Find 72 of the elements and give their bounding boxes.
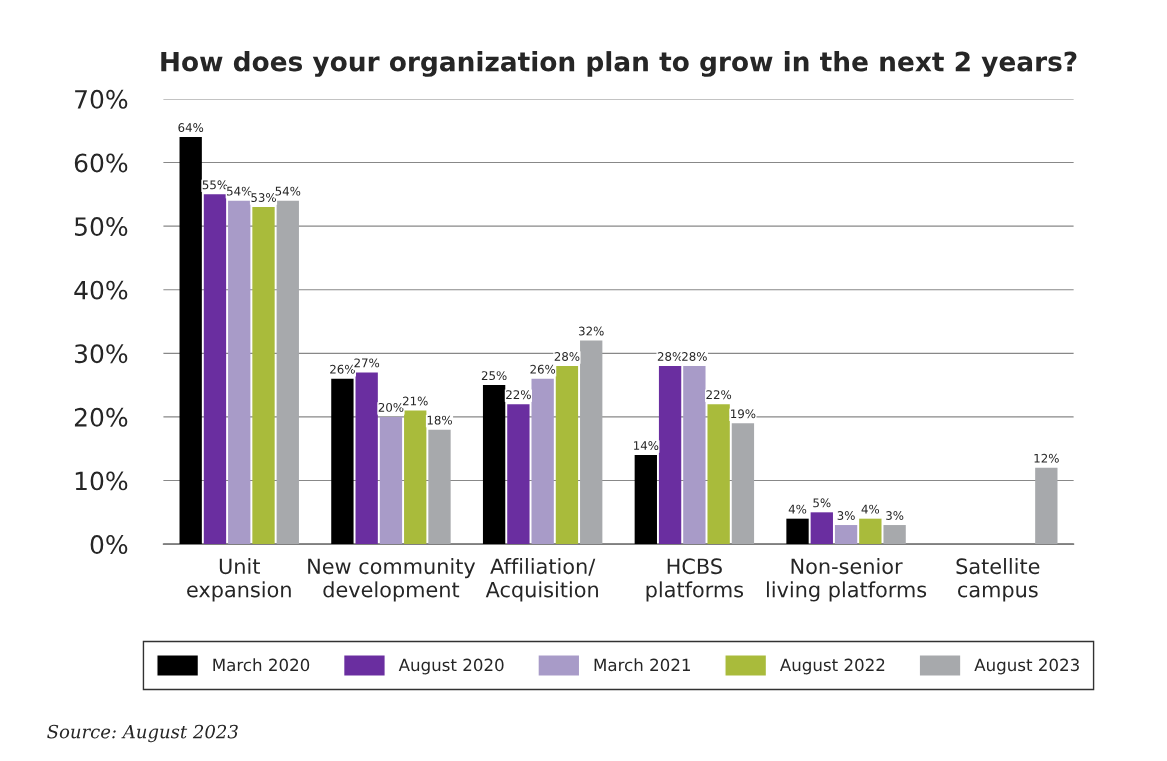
data-label: 54%	[227, 186, 252, 196]
y-tick-label: 0%	[90, 535, 128, 554]
chart-title: How does your organization plan to grow in the next 2 years?	[161, 51, 1077, 77]
x-tick-label: Affiliation/ Acquisition	[485, 558, 598, 602]
bar	[731, 423, 755, 545]
bar	[276, 200, 299, 545]
bar	[707, 404, 730, 545]
data-label: 32%	[578, 326, 604, 336]
source-note: Source: August 2023	[47, 724, 238, 743]
bar	[379, 416, 403, 545]
bar	[331, 378, 354, 545]
data-label: 22%	[506, 390, 531, 400]
x-tick-label: Unit expansion	[187, 558, 291, 602]
bar	[228, 200, 251, 545]
bar	[531, 378, 554, 545]
x-tick-label: HCBS platforms	[646, 558, 744, 602]
bar	[859, 518, 882, 545]
data-label: 12%	[1034, 453, 1059, 463]
bar	[355, 372, 378, 545]
data-label: 18%	[427, 415, 452, 425]
bar	[404, 410, 427, 545]
data-label: 21%	[402, 396, 428, 406]
bar	[252, 207, 275, 545]
legend-label: March 2021	[594, 658, 690, 672]
data-label: 5%	[813, 498, 831, 508]
data-label: 26%	[330, 364, 355, 374]
data-label: 64%	[178, 123, 204, 133]
data-label: 28%	[554, 352, 580, 361]
x-tick-label: Non-senior living platforms	[766, 558, 927, 602]
data-label: 22%	[706, 390, 732, 400]
data-label: 28%	[682, 352, 707, 361]
y-tick-label: 30%	[75, 344, 128, 364]
x-tick-label: New community development	[308, 558, 476, 602]
data-label: 4%	[788, 504, 807, 514]
bar	[810, 512, 833, 545]
bar	[834, 525, 858, 545]
data-label: 55%	[202, 180, 228, 190]
legend-label: August 2023	[974, 658, 1079, 675]
bar	[482, 385, 506, 545]
y-tick-label: 10%	[75, 471, 128, 491]
x-tick-label: Satellite campus	[956, 558, 1040, 602]
data-label: 14%	[633, 441, 659, 451]
data-label: 27%	[354, 358, 380, 368]
y-tick-label: 40%	[74, 280, 128, 300]
data-label: 19%	[731, 409, 756, 419]
data-label: 20%	[378, 402, 404, 412]
data-label: 54%	[275, 186, 301, 196]
data-label: 53%	[251, 193, 276, 202]
legend-label: August 2022	[779, 658, 885, 675]
bar	[1035, 467, 1058, 545]
bar	[786, 518, 809, 545]
y-tick-label: 70%	[75, 89, 128, 109]
y-tick-label: 50%	[75, 217, 128, 236]
bar	[428, 429, 451, 545]
y-tick-label: 20%	[74, 407, 128, 427]
bar	[179, 137, 202, 545]
y-tick-label: 60%	[74, 153, 128, 173]
data-label: 26%	[530, 364, 556, 374]
bar	[507, 404, 530, 545]
bar	[634, 455, 657, 545]
bar	[203, 194, 227, 545]
bar	[883, 525, 906, 545]
data-label: 4%	[861, 504, 880, 514]
legend-label: March 2020	[213, 658, 310, 672]
bar	[555, 366, 579, 545]
legend-label: August 2020	[398, 658, 504, 675]
bar	[658, 366, 682, 545]
data-label: 25%	[481, 371, 507, 381]
data-label: 3%	[837, 511, 855, 520]
bar	[683, 366, 706, 545]
bar	[580, 340, 603, 545]
data-label: 3%	[886, 511, 904, 520]
